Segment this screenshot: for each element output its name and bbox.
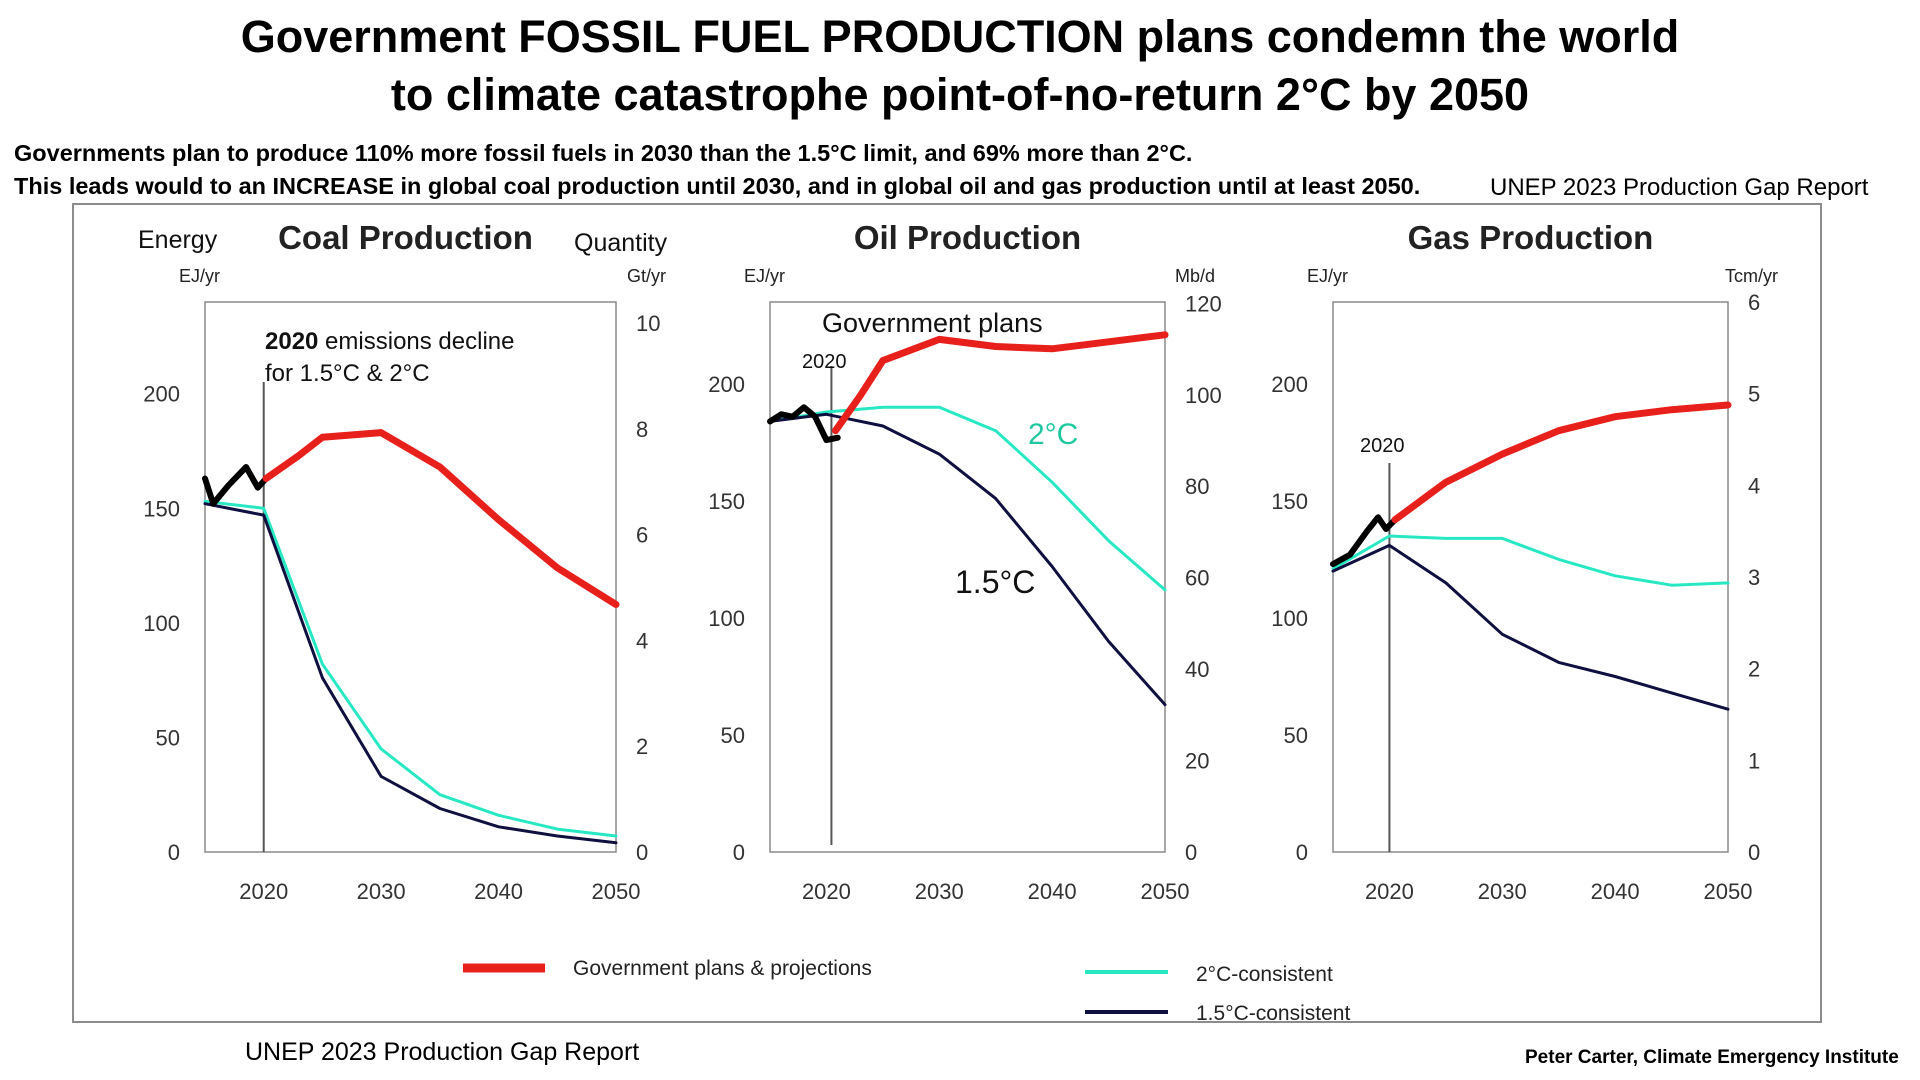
oil-right-tick-label: 40 xyxy=(1185,657,1209,682)
gas-one_five_deg-series-line xyxy=(1331,543,1730,711)
coal-y-tick-label: 150 xyxy=(143,496,180,521)
oil-right-unit: Mb/d xyxy=(1175,266,1215,286)
oil-plot-area xyxy=(769,301,1166,853)
gas-right-tick-label: 4 xyxy=(1748,473,1760,498)
oil-2020-label: 2020 xyxy=(802,351,847,373)
oil-two_deg-series-line xyxy=(768,405,1167,592)
gas-two_deg-series-line xyxy=(1331,534,1730,587)
oil-x-tick-label: 2040 xyxy=(1028,879,1077,904)
source-label-top: UNEP 2023 Production Gap Report xyxy=(1490,174,1869,201)
source-label-bottom: UNEP 2023 Production Gap Report xyxy=(245,1038,640,1066)
gas-x-tick-label: 2050 xyxy=(1704,879,1753,904)
subtitle-line1: Governments plan to produce 110% more fo… xyxy=(14,140,1193,166)
oil-right-tick-label: 0 xyxy=(1185,840,1197,865)
oil-y-tick-label: 0 xyxy=(733,840,745,865)
oil-chart-title: Oil Production xyxy=(854,219,1081,256)
oil-1-5deg-label: 1.5°C xyxy=(955,564,1035,600)
oil-x-tick-label: 2030 xyxy=(915,879,964,904)
coal-annotation-line2: for 1.5°C & 2°C xyxy=(265,360,430,387)
gas-government-series-line xyxy=(1391,401,1732,524)
coal-historical-series-line xyxy=(202,464,270,507)
oil-one_five_deg-series-line xyxy=(768,412,1167,707)
coal-left-unit: EJ/yr xyxy=(179,266,220,286)
gas-y-tick-label: 150 xyxy=(1271,489,1308,514)
subtitle-line2: This leads would to an INCREASE in globa… xyxy=(14,173,1421,199)
coal-right-unit: Gt/yr xyxy=(627,266,666,286)
coal-y-tick-label: 0 xyxy=(168,840,180,865)
oil-right-tick-label: 100 xyxy=(1185,383,1222,408)
coal-y-tick-label: 100 xyxy=(143,611,180,636)
coal-plot-area xyxy=(204,301,617,853)
coal-right-tick-label: 8 xyxy=(636,417,648,442)
gas-right-tick-label: 6 xyxy=(1748,290,1760,315)
coal-x-tick-label: 2050 xyxy=(592,879,641,904)
legend-government-label: Government plans & projections xyxy=(573,957,872,980)
gas-x-tick-label: 2030 xyxy=(1478,879,1527,904)
coal-right-tick-label: 4 xyxy=(636,628,648,653)
oil-government-series-line xyxy=(832,331,1169,435)
oil-x-tick-label: 2020 xyxy=(802,879,851,904)
coal-right-tick-label: 10 xyxy=(636,311,660,336)
coal-right-tick-label: 6 xyxy=(636,523,648,548)
page-title-line2: to climate catastrophe point-of-no-retur… xyxy=(390,69,1530,120)
coal-left-axis-label: Energy xyxy=(138,226,218,254)
gas-y-tick-label: 50 xyxy=(1284,723,1308,748)
gas-x-tick-label: 2040 xyxy=(1591,879,1640,904)
gas-right-tick-label: 1 xyxy=(1748,748,1760,773)
coal-right-tick-label: 0 xyxy=(636,840,648,865)
coal-chart-title: Coal Production xyxy=(278,219,533,256)
gas-left-unit: EJ/yr xyxy=(1307,266,1348,286)
gas-chart-title: Gas Production xyxy=(1408,219,1654,256)
oil-y-tick-label: 50 xyxy=(721,723,745,748)
oil-right-tick-label: 20 xyxy=(1185,749,1209,774)
coal-right-tick-label: 2 xyxy=(636,734,648,759)
oil-x-tick-label: 2050 xyxy=(1141,879,1190,904)
gas-right-tick-label: 5 xyxy=(1748,382,1760,407)
chart-frame xyxy=(72,203,1822,1023)
oil-y-tick-label: 200 xyxy=(708,372,745,397)
coal-y-tick-label: 200 xyxy=(143,382,180,407)
oil-y-tick-label: 150 xyxy=(708,489,745,514)
oil-historical-series-line xyxy=(767,404,841,444)
oil-right-tick-label: 80 xyxy=(1185,474,1209,499)
coal-right-axis-label: Quantity xyxy=(574,229,668,257)
gas-right-unit: Tcm/yr xyxy=(1725,266,1778,286)
coal-x-tick-label: 2030 xyxy=(357,879,406,904)
gas-y-tick-label: 100 xyxy=(1271,606,1308,631)
gas-right-tick-label: 0 xyxy=(1748,840,1760,865)
coal-x-tick-label: 2020 xyxy=(239,879,288,904)
gas-plot-area xyxy=(1332,301,1729,853)
coal-x-tick-label: 2040 xyxy=(474,879,523,904)
legend-2deg-label: 2°C-consistent xyxy=(1196,963,1333,986)
gas-historical-series-line xyxy=(1330,514,1399,568)
oil-right-tick-label: 60 xyxy=(1185,566,1209,591)
page-title-line1: Government FOSSIL FUEL PRODUCTION plans … xyxy=(240,11,1680,62)
gas-right-tick-label: 3 xyxy=(1748,565,1760,590)
gas-right-tick-label: 2 xyxy=(1748,657,1760,682)
coal-government-series-line xyxy=(262,429,620,608)
oil-right-tick-label: 120 xyxy=(1185,291,1222,316)
gas-x-tick-label: 2020 xyxy=(1365,879,1414,904)
gas-y-tick-label: 0 xyxy=(1296,840,1308,865)
oil-government-plans-label: Government plans xyxy=(822,308,1043,338)
coal-two_deg-series-line xyxy=(203,499,618,838)
coal-annotation-line1: 2020 emissions decline xyxy=(265,328,514,355)
gas-y-tick-label: 200 xyxy=(1271,372,1308,397)
author-credit: Peter Carter, Climate Emergency Institut… xyxy=(1525,1047,1899,1068)
oil-2deg-label: 2°C xyxy=(1028,418,1078,451)
coal-one_five_deg-series-line xyxy=(203,502,618,845)
gas-2020-label: 2020 xyxy=(1360,435,1405,457)
oil-left-unit: EJ/yr xyxy=(744,266,785,286)
oil-y-tick-label: 100 xyxy=(708,606,745,631)
coal-y-tick-label: 50 xyxy=(156,725,180,750)
legend-1-5deg-label: 1.5°C-consistent xyxy=(1196,1002,1350,1025)
